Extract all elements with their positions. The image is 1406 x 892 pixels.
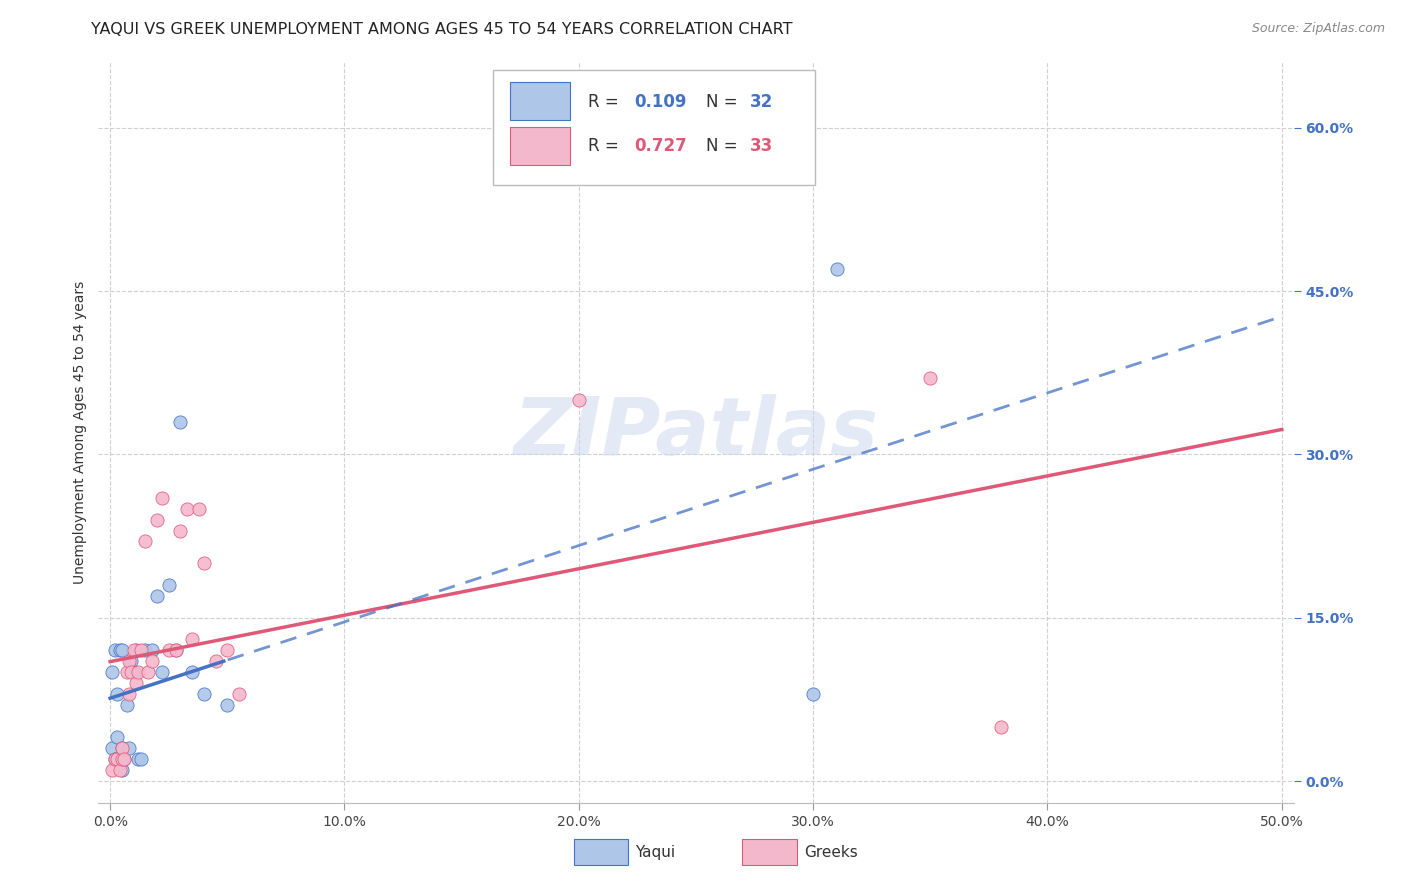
Text: Greeks: Greeks — [804, 846, 858, 860]
Point — [105, 752, 128, 766]
Point — [111, 741, 134, 756]
Text: 33: 33 — [749, 137, 773, 155]
Point — [104, 643, 127, 657]
Point — [118, 741, 141, 756]
Point — [920, 371, 942, 385]
Point — [217, 643, 239, 657]
Point — [112, 752, 135, 766]
Text: 0.727: 0.727 — [634, 137, 686, 155]
Point — [101, 763, 124, 777]
Text: 0.109: 0.109 — [634, 93, 686, 111]
Point — [169, 415, 191, 429]
FancyBboxPatch shape — [509, 82, 571, 120]
Point — [118, 654, 141, 668]
Point — [193, 687, 215, 701]
Point — [105, 687, 128, 701]
Point — [111, 643, 134, 657]
Point — [188, 501, 211, 516]
Text: N =: N = — [706, 93, 742, 111]
Point — [101, 665, 124, 680]
Y-axis label: Unemployment Among Ages 45 to 54 years: Unemployment Among Ages 45 to 54 years — [73, 281, 87, 584]
Point — [129, 752, 152, 766]
Text: 32: 32 — [749, 93, 773, 111]
Point — [125, 643, 148, 657]
Point — [104, 752, 127, 766]
Text: Source: ZipAtlas.com: Source: ZipAtlas.com — [1251, 22, 1385, 36]
Point — [228, 687, 250, 701]
Point — [112, 752, 135, 766]
Point — [176, 501, 198, 516]
Point — [141, 643, 163, 657]
Point — [118, 687, 141, 701]
Point — [217, 698, 239, 712]
Point — [111, 752, 134, 766]
Point — [157, 643, 180, 657]
Text: ZIPatlas: ZIPatlas — [513, 393, 879, 472]
Text: YAQUI VS GREEK UNEMPLOYMENT AMONG AGES 45 TO 54 YEARS CORRELATION CHART: YAQUI VS GREEK UNEMPLOYMENT AMONG AGES 4… — [91, 22, 793, 37]
Point — [115, 698, 138, 712]
Text: N =: N = — [706, 137, 742, 155]
Point — [129, 643, 152, 657]
Point — [122, 643, 145, 657]
FancyBboxPatch shape — [494, 70, 815, 185]
Point — [141, 654, 163, 668]
Point — [134, 534, 156, 549]
Text: Yaqui: Yaqui — [636, 846, 676, 860]
Point — [108, 752, 131, 766]
Point — [165, 643, 187, 657]
Point — [108, 763, 131, 777]
Point — [165, 643, 187, 657]
Point — [568, 392, 591, 407]
Point — [111, 741, 134, 756]
Point — [181, 665, 204, 680]
Point — [150, 665, 173, 680]
FancyBboxPatch shape — [509, 127, 571, 165]
Point — [181, 632, 204, 647]
Text: R =: R = — [589, 93, 624, 111]
Point — [150, 491, 173, 505]
Point — [120, 665, 142, 680]
Point — [115, 665, 138, 680]
Point — [105, 752, 128, 766]
Point — [146, 589, 169, 603]
Text: R =: R = — [589, 137, 624, 155]
Point — [169, 524, 191, 538]
Point — [134, 643, 156, 657]
Point — [111, 763, 134, 777]
Point — [157, 578, 180, 592]
Point — [120, 654, 142, 668]
Point — [990, 720, 1012, 734]
Point — [127, 752, 149, 766]
Point — [204, 654, 226, 668]
Point — [193, 556, 215, 570]
Point — [104, 752, 127, 766]
Point — [105, 731, 128, 745]
Point — [108, 643, 131, 657]
Point — [122, 665, 145, 680]
Point — [136, 665, 159, 680]
Point — [127, 665, 149, 680]
Point — [825, 262, 848, 277]
Point — [146, 513, 169, 527]
Point — [801, 687, 824, 701]
Point — [101, 741, 124, 756]
Point — [125, 676, 148, 690]
